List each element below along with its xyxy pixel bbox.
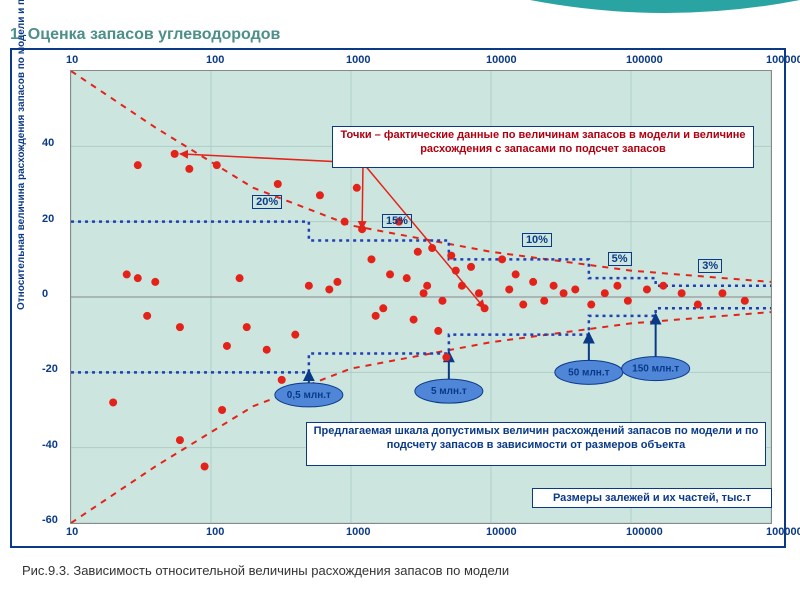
tick-label: 20 — [42, 213, 54, 225]
tick-label: 100000 — [626, 526, 663, 538]
tick-label: 0 — [42, 288, 48, 300]
svg-text:50 млн.т: 50 млн.т — [568, 367, 609, 378]
tick-label: 1000000 — [766, 526, 800, 538]
svg-text:0,5 млн.т: 0,5 млн.т — [287, 390, 331, 401]
tick-label: 100000 — [626, 54, 663, 66]
y-axis-label: Относительная величина расхождения запас… — [16, 0, 27, 310]
tick-label: 100 — [206, 54, 224, 66]
tick-label: 10000 — [486, 54, 517, 66]
pct-label-4: 3% — [698, 259, 722, 273]
pct-label-3: 5% — [608, 252, 632, 266]
tick-label: 100 — [206, 526, 224, 538]
annotation-bottom: Предлагаемая шкала допустимых величин ра… — [306, 422, 766, 466]
tick-label: 1000 — [346, 526, 370, 538]
x-axis-label: Размеры залежей и их частей, тыс.т — [532, 488, 772, 508]
swoosh-path — [530, 0, 800, 13]
pct-label-0: 20% — [252, 195, 282, 209]
accent-swoosh — [0, 0, 800, 24]
tick-label: 10 — [66, 54, 78, 66]
tick-label: 10 — [66, 526, 78, 538]
tick-label: -40 — [42, 439, 58, 451]
tick-label: 10000 — [486, 526, 517, 538]
chart-frame: Относительная величина расхождения запас… — [10, 48, 786, 548]
svg-text:5 млн.т: 5 млн.т — [431, 386, 467, 397]
annotation-top: Точки – фактические данные по величинам … — [332, 126, 754, 168]
tick-label: 40 — [42, 137, 54, 149]
tick-label: 1000 — [346, 54, 370, 66]
pct-label-2: 10% — [522, 233, 552, 247]
svg-text:150 млн.т: 150 млн.т — [632, 364, 679, 375]
page-title: 1. Оценка запасов углеводородов — [10, 26, 280, 44]
tick-label: -20 — [42, 363, 58, 375]
tick-label: -60 — [42, 514, 58, 526]
pct-label-1: 15% — [382, 214, 412, 228]
tick-label: 1000000 — [766, 54, 800, 66]
figure-caption: Рис.9.3. Зависимость относительной велич… — [22, 563, 509, 578]
